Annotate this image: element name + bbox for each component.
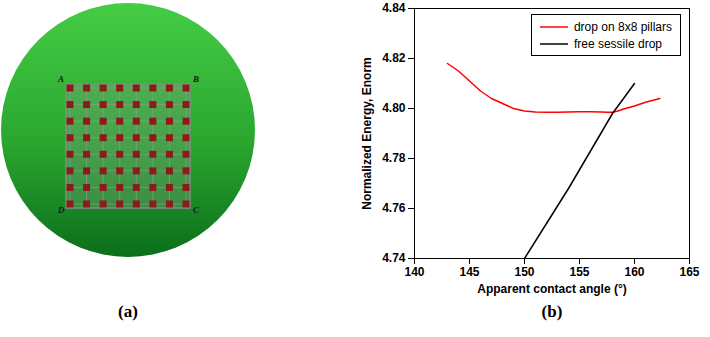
html-text:(a): (a)	[118, 302, 138, 321]
svg-text:D: D	[57, 205, 65, 215]
svg-text:4.76: 4.76	[382, 201, 406, 215]
svg-text:140: 140	[404, 265, 424, 279]
svg-text:4.74: 4.74	[382, 251, 406, 265]
svg-text:150: 150	[514, 265, 534, 279]
svg-text:Apparent contact angle (°): Apparent contact angle (°)	[477, 282, 626, 296]
svg-text:165: 165	[679, 265, 699, 279]
svg-text:4.82: 4.82	[382, 51, 406, 65]
svg-text:C: C	[193, 205, 200, 215]
html-text:(b): (b)	[541, 302, 563, 321]
svg-text:4.78: 4.78	[382, 151, 406, 165]
svg-text:145: 145	[459, 265, 479, 279]
html-text:drop on 8x8 pillars: drop on 8x8 pillars	[573, 19, 672, 34]
svg-text:155: 155	[569, 265, 589, 279]
svg-text:A: A	[57, 74, 64, 84]
html-text:free sessile drop: free sessile drop	[573, 36, 662, 51]
svg-text:Normalized Energy, Enorm: Normalized Energy, Enorm	[360, 57, 374, 209]
svg-text:160: 160	[624, 265, 644, 279]
svg-text:4.84: 4.84	[382, 1, 406, 15]
svg-text:4.80: 4.80	[382, 101, 406, 115]
svg-text:B: B	[192, 74, 199, 84]
